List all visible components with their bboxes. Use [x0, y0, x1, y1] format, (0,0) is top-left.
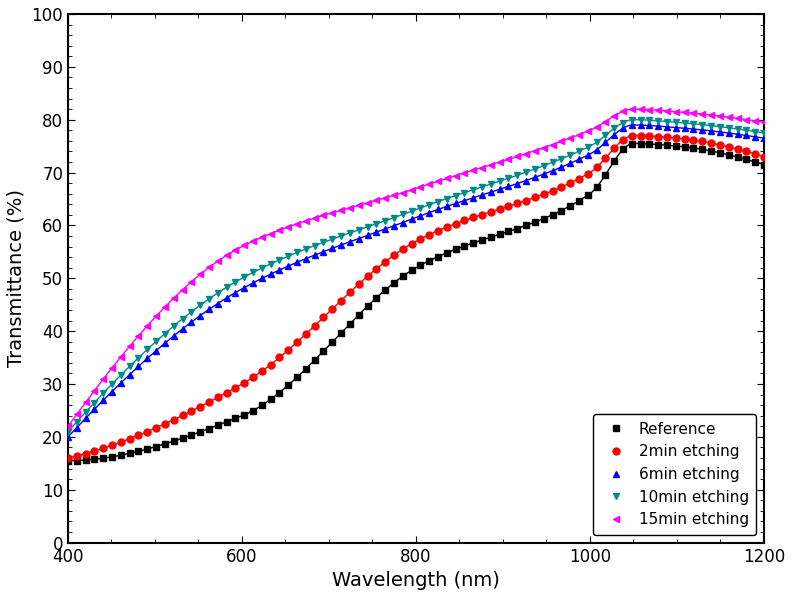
- 2min etching: [760, 153, 769, 160]
- Line: 10min etching: 10min etching: [64, 116, 767, 435]
- 2min etching: [371, 265, 381, 272]
- 15min etching: [63, 423, 73, 430]
- Reference: [512, 225, 522, 232]
- Reference: [689, 144, 699, 152]
- Reference: [371, 294, 381, 301]
- 15min etching: [760, 119, 769, 126]
- 15min etching: [478, 164, 487, 171]
- 2min etching: [63, 454, 73, 461]
- 2min etching: [636, 132, 645, 139]
- 6min etching: [689, 125, 699, 133]
- 10min etching: [627, 116, 637, 124]
- 6min etching: [478, 192, 487, 199]
- 15min etching: [512, 153, 522, 160]
- 2min etching: [512, 200, 522, 207]
- 6min etching: [760, 134, 769, 141]
- 15min etching: [486, 161, 496, 168]
- Legend: Reference, 2min etching, 6min etching, 10min etching, 15min etching: Reference, 2min etching, 6min etching, 1…: [592, 414, 756, 535]
- Reference: [760, 161, 769, 168]
- 15min etching: [539, 144, 548, 151]
- 2min etching: [539, 190, 548, 198]
- Reference: [636, 140, 645, 147]
- 6min etching: [486, 189, 496, 196]
- Line: 6min etching: 6min etching: [64, 122, 767, 441]
- 6min etching: [371, 229, 381, 236]
- 10min etching: [689, 120, 699, 127]
- 2min etching: [689, 137, 699, 144]
- 15min etching: [627, 106, 637, 113]
- 10min etching: [512, 171, 522, 179]
- 10min etching: [760, 130, 769, 137]
- Reference: [478, 236, 487, 244]
- 10min etching: [539, 162, 548, 170]
- 6min etching: [512, 180, 522, 187]
- 6min etching: [539, 171, 548, 178]
- 6min etching: [63, 433, 73, 441]
- 10min etching: [486, 180, 496, 187]
- 10min etching: [371, 220, 381, 227]
- 15min etching: [371, 197, 381, 204]
- Reference: [539, 215, 548, 222]
- Line: 15min etching: 15min etching: [64, 106, 767, 430]
- Y-axis label: Transmittance (%): Transmittance (%): [7, 189, 26, 367]
- 15min etching: [689, 110, 699, 117]
- 6min etching: [627, 121, 637, 128]
- Line: 2min etching: 2min etching: [64, 132, 767, 461]
- Reference: [63, 457, 73, 464]
- Reference: [486, 233, 496, 241]
- 2min etching: [478, 211, 487, 218]
- 10min etching: [478, 183, 487, 190]
- Line: Reference: Reference: [64, 140, 767, 464]
- X-axis label: Wavelength (nm): Wavelength (nm): [332, 571, 500, 590]
- 2min etching: [486, 208, 496, 216]
- 10min etching: [63, 428, 73, 435]
